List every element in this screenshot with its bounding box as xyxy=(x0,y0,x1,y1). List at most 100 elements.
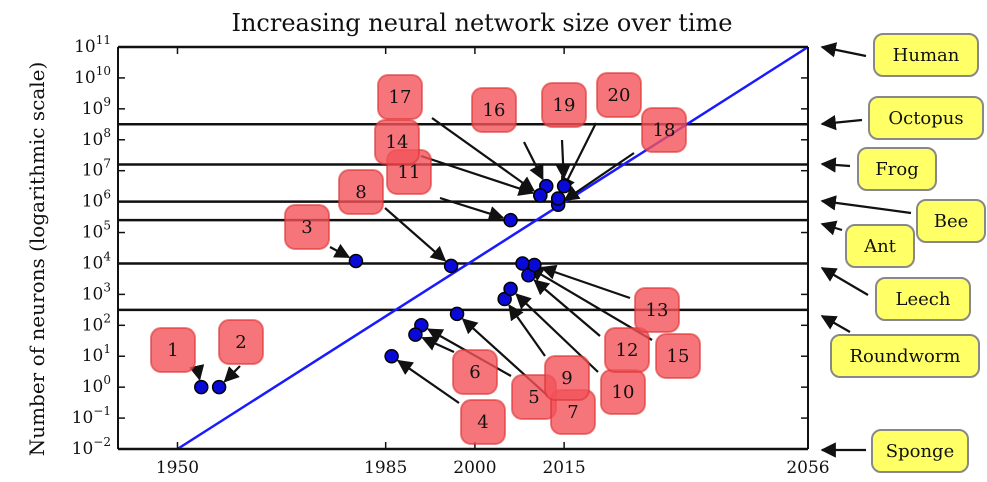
network-label-box xyxy=(655,333,701,379)
reference-label-text: Human xyxy=(893,45,960,66)
data-point-7 xyxy=(449,306,465,322)
reference-label-box xyxy=(871,429,969,473)
data-point-15 xyxy=(515,256,530,271)
network-label-text: 4 xyxy=(477,412,488,433)
network-label-1: 1 xyxy=(150,327,196,373)
network-label-box xyxy=(460,399,506,445)
network-label-box xyxy=(604,327,650,373)
x-tick-label: 1985 xyxy=(364,458,407,478)
reference-label-human: Human xyxy=(820,33,979,77)
network-label-text: 16 xyxy=(483,100,506,121)
reference-label-sponge: Sponge xyxy=(820,429,969,473)
network-label-text: 13 xyxy=(646,300,669,321)
y-tick-label: 10−2 xyxy=(72,435,111,459)
x-tick-label: 2000 xyxy=(453,458,496,478)
network-label-box xyxy=(596,72,642,118)
arrow-2 xyxy=(223,365,241,383)
network-label-6: 6 xyxy=(452,349,498,395)
y-tick-label: 101 xyxy=(82,342,111,366)
reference-label-leech: Leech xyxy=(820,267,971,321)
reference-arrow xyxy=(820,42,867,58)
network-label-box xyxy=(471,87,517,133)
y-tick-label: 102 xyxy=(82,311,111,335)
reference-label-text: Bee xyxy=(934,211,969,232)
network-label-15: 15 xyxy=(655,333,701,379)
trend-line xyxy=(176,45,809,451)
reference-label-text: Sponge xyxy=(886,441,954,462)
reference-label-text: Frog xyxy=(875,159,918,180)
y-tick-label: 100 xyxy=(82,373,111,397)
network-label-10: 10 xyxy=(600,369,646,415)
arrow-12 xyxy=(533,279,601,337)
plot-frame xyxy=(117,46,809,450)
reference-label-box xyxy=(875,277,971,321)
network-label-text: 11 xyxy=(398,162,421,183)
network-label-4: 4 xyxy=(460,399,506,445)
reference-arrow xyxy=(820,267,869,296)
network-label-3: 3 xyxy=(284,204,330,250)
reference-labels: Human Octopus Frog Bee Ant Leech Roundworm Spon… xyxy=(820,33,986,473)
reference-label-text: Ant xyxy=(863,236,897,257)
network-label-20: 20 xyxy=(596,72,642,118)
network-label-17: 17 xyxy=(377,74,423,120)
arrow-1 xyxy=(189,364,205,381)
reference-arrow xyxy=(820,315,851,333)
network-label-box xyxy=(377,74,423,120)
network-label-16: 16 xyxy=(471,87,517,133)
data-point-2 xyxy=(211,379,227,395)
network-label-12: 12 xyxy=(604,327,650,373)
reference-arrow xyxy=(820,220,843,236)
network-label-text: 1 xyxy=(167,340,178,361)
network-label-box xyxy=(452,349,498,395)
y-tick-label: 108 xyxy=(82,126,111,150)
data-point-4 xyxy=(384,348,399,364)
reference-arrow xyxy=(820,195,912,215)
reference-label-bee: Bee xyxy=(820,195,986,243)
arrow-11 xyxy=(439,196,505,221)
arrow-17 xyxy=(431,117,536,192)
network-label-13: 13 xyxy=(634,287,680,333)
reference-label-box xyxy=(830,334,980,378)
y-tick-label: 10−1 xyxy=(72,404,111,428)
data-point-3 xyxy=(348,253,364,269)
reference-label-box xyxy=(857,147,937,191)
y-tick-label: 1010 xyxy=(74,64,111,88)
y-axis-label: Number of neurons (logarithmic scale) xyxy=(25,62,49,457)
reference-label-box xyxy=(873,33,979,77)
reference-arrow xyxy=(820,114,863,131)
y-tick-label: 105 xyxy=(82,219,111,243)
arrow-6 xyxy=(421,336,455,354)
arrow-9 xyxy=(508,304,546,357)
data-point-10 xyxy=(503,281,518,297)
network-label-9: 9 xyxy=(544,355,590,401)
network-label-text: 6 xyxy=(469,362,480,383)
network-label-text: 5 xyxy=(528,387,539,408)
y-tick-label: 109 xyxy=(82,95,111,119)
network-label-text: 7 xyxy=(567,402,578,423)
reference-label-frog: Frog xyxy=(820,147,937,191)
network-label-box xyxy=(284,204,330,250)
data-point-19 xyxy=(556,178,572,194)
axis-ticks: 1950 1985 2000 2015 205610−210−1100101102103… xyxy=(72,33,830,478)
arrow-14 xyxy=(420,154,535,196)
reference-label-text: Leech xyxy=(896,289,951,310)
data-point-1 xyxy=(194,379,209,395)
x-tick-label: 1950 xyxy=(156,458,199,478)
y-tick-label: 107 xyxy=(82,157,111,181)
network-label-box xyxy=(641,107,687,153)
x-tick-label: 2056 xyxy=(786,458,829,478)
x-tick-label: 2015 xyxy=(542,458,585,478)
reference-label-text: Octopus xyxy=(888,108,963,129)
arrow-16 xyxy=(523,141,544,181)
network-label-text: 8 xyxy=(355,182,366,203)
data-point-20 xyxy=(550,191,566,206)
arrow-8 xyxy=(384,207,447,262)
reference-arrow xyxy=(820,157,851,173)
network-label-14: 14 xyxy=(374,119,420,165)
network-label-8: 8 xyxy=(338,169,384,215)
reference-label-box xyxy=(868,96,984,140)
arrow-3 xyxy=(329,243,351,259)
y-tick-label: 104 xyxy=(82,249,112,273)
